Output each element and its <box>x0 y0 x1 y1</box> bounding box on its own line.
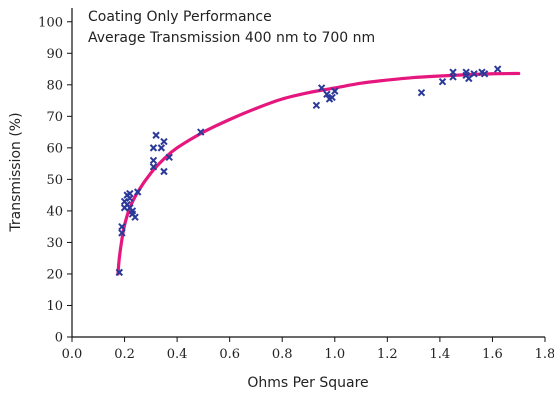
y-tick-label: 60 <box>46 141 63 156</box>
x-axis-title: Ohms Per Square <box>247 375 368 391</box>
data-point <box>149 163 158 171</box>
y-axis-title: Transmission (%) <box>8 112 24 232</box>
data-point <box>449 68 457 76</box>
x-tick-label: 0.6 <box>219 347 240 362</box>
data-point <box>470 70 478 78</box>
data-point <box>160 167 168 176</box>
y-tick-label: 30 <box>46 236 63 251</box>
x-tick-label: 0.0 <box>62 347 83 362</box>
y-tick-label: 100 <box>38 15 63 30</box>
data-point <box>165 153 173 162</box>
data-point <box>157 144 166 152</box>
x-tick-label: 1.8 <box>535 347 554 362</box>
data-point <box>149 156 158 165</box>
data-points <box>115 65 502 277</box>
data-point <box>115 268 124 277</box>
x-tick-label: 1.2 <box>377 347 398 362</box>
y-tick-label: 10 <box>46 299 63 314</box>
data-point <box>152 131 160 139</box>
x-tick-label: 0.4 <box>167 347 188 362</box>
x-tick-label: 1.6 <box>482 347 503 362</box>
y-tick-label: 70 <box>46 110 63 125</box>
data-point <box>128 207 137 215</box>
data-point <box>312 101 321 110</box>
x-tick-label: 0.8 <box>272 347 293 362</box>
fit-curve <box>116 71 521 276</box>
y-tick-label: 50 <box>46 173 63 188</box>
x-tick-label: 0.2 <box>114 347 135 362</box>
y-tick-label: 0 <box>55 331 63 346</box>
data-point <box>126 189 134 198</box>
data-point <box>160 137 168 146</box>
data-point <box>131 213 139 221</box>
data-point <box>438 77 447 86</box>
data-point <box>331 87 339 95</box>
y-tick-label: 80 <box>46 78 63 93</box>
data-point <box>480 70 489 78</box>
x-tick-label: 1.4 <box>430 347 451 362</box>
data-point <box>323 90 331 98</box>
x-axis-ticks: 0.0 0.2 0.4 0.6 0.8 1.0 1.2 1.4 1.6 1.8 <box>62 337 554 362</box>
x-tick-label: 1.0 <box>324 347 345 362</box>
data-point <box>462 68 470 76</box>
data-point <box>118 229 126 237</box>
data-point <box>493 65 502 73</box>
chart-subtitle: Average Transmission 400 nm to 700 nm <box>88 30 375 46</box>
data-point <box>417 88 426 97</box>
data-point <box>328 93 336 102</box>
data-point <box>118 222 126 231</box>
y-axis-ticks: 0 10 20 30 40 50 60 70 80 90 100 <box>38 15 72 346</box>
y-tick-label: 20 <box>46 267 63 282</box>
data-point <box>317 84 326 92</box>
data-point <box>133 188 142 196</box>
data-point <box>197 128 205 136</box>
y-tick-label: 40 <box>46 204 63 219</box>
y-tick-label: 90 <box>46 47 63 62</box>
chart-title: Coating Only Performance <box>88 9 272 25</box>
data-point <box>149 144 158 152</box>
